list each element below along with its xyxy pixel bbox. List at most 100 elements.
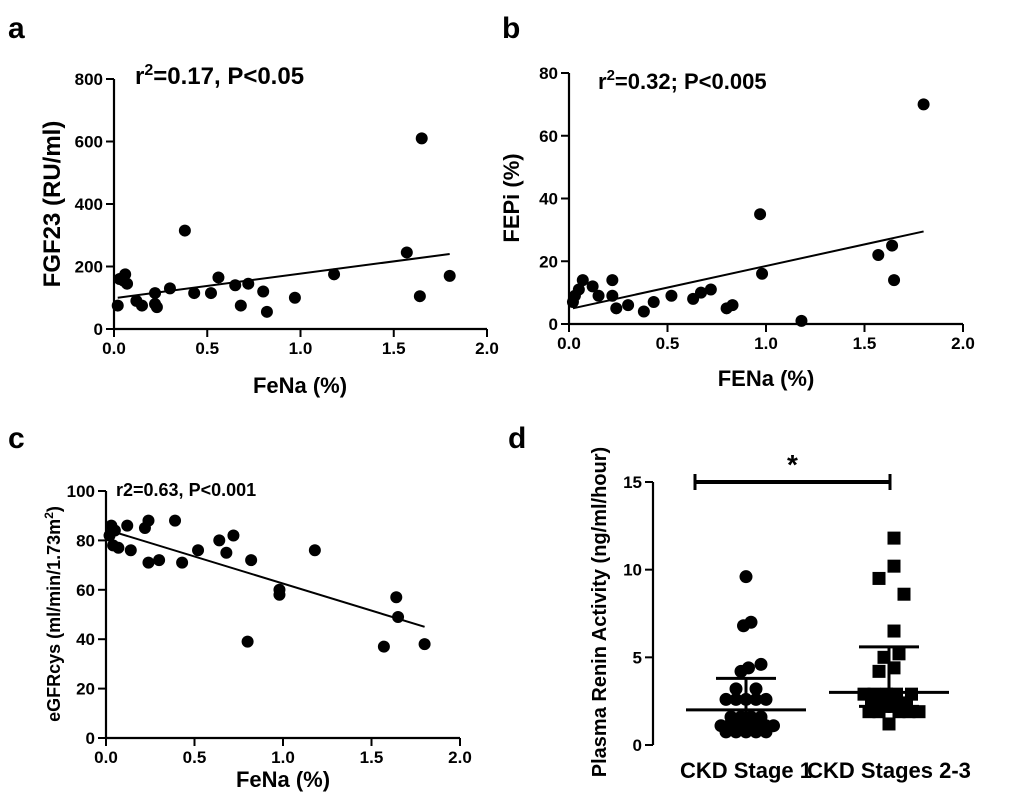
y-tick-label: 5 <box>633 648 642 667</box>
data-point <box>754 710 768 724</box>
data-point <box>888 274 901 287</box>
stat-annotation: r2=0.32; P<0.005 <box>598 67 767 94</box>
data-point <box>163 282 176 295</box>
y-axis-label: Plasma Renin Activity (ng/ml/hour) <box>589 447 611 777</box>
data-point <box>719 692 733 706</box>
panel-d: d Plasma Renin Activity (ng/ml/hour) CKD S… <box>508 422 971 783</box>
panel-label: c <box>8 422 25 455</box>
data-point <box>759 692 773 706</box>
y-axis-label-pre: eGFRcys (ml/min/1.73m <box>44 519 64 722</box>
data-point <box>377 640 390 653</box>
group-ckd-stages-2-3: CKD Stages 2-3 <box>807 531 971 783</box>
y-axis-label: eGFRcys (ml/min/1.73m2) <box>42 506 64 722</box>
data-point <box>724 710 738 724</box>
data-point <box>288 291 301 304</box>
data-point <box>749 692 763 706</box>
data-point <box>242 277 255 290</box>
x-tick-label: 0.0 <box>557 334 581 353</box>
data-point <box>572 283 585 296</box>
data-point <box>392 610 405 623</box>
data-point <box>592 289 605 302</box>
panel-b: b FENa (%) FEPi (%) r2=0.32; P<0.005 <box>499 12 930 391</box>
data-point <box>734 710 748 724</box>
data-point <box>418 638 431 651</box>
y-tick-label: 40 <box>76 630 95 649</box>
y-tick-label: 600 <box>75 133 103 152</box>
y-tick-label: 60 <box>76 581 95 600</box>
x-tick-label: 1.0 <box>271 748 295 767</box>
stat-annotation-post: =0.32; P<0.005 <box>615 69 767 94</box>
stat-annotation-pre: r2=0.63, P<0.001 <box>116 480 256 500</box>
y-axis-label-sup: 2 <box>42 512 56 519</box>
data-point <box>220 546 233 559</box>
y-tick-label: 15 <box>623 473 642 492</box>
x-tick-label: 0.5 <box>656 334 680 353</box>
data-point <box>415 132 428 145</box>
x-tick-label: 1.5 <box>382 339 406 358</box>
stat-annotation-sup: 2 <box>607 67 615 84</box>
data-point <box>872 248 885 261</box>
group-ckd-stage-1: CKD Stage 1 <box>680 570 812 783</box>
y-tick-label: 80 <box>76 531 95 550</box>
x-tick-label: 0.5 <box>183 748 207 767</box>
data-point <box>188 287 201 300</box>
data-point <box>754 657 768 671</box>
y-tick-label: 0 <box>633 736 642 755</box>
data-point <box>135 299 148 312</box>
category-label: CKD Stages 2-3 <box>807 758 971 783</box>
stat-annotation-post: =0.17, P<0.05 <box>153 63 304 90</box>
data-point <box>204 287 217 300</box>
data-point <box>142 514 155 527</box>
x-tick-label: 1.0 <box>289 339 313 358</box>
data-point <box>234 299 247 312</box>
data-point <box>119 268 132 281</box>
data-point <box>149 287 162 300</box>
data-point <box>112 541 125 554</box>
data-point <box>887 624 901 638</box>
data-point <box>739 570 753 584</box>
x-tick-label: 2.0 <box>475 339 499 358</box>
x-tick-label: 1.5 <box>360 748 384 767</box>
data-point <box>912 705 926 719</box>
stat-annotation: r2=0.17, P<0.05 <box>135 62 304 90</box>
data-point <box>742 661 755 675</box>
panel-d-axes: 0 5 10 15 <box>623 473 655 755</box>
data-point <box>872 664 886 678</box>
panel-c: c FeNa (%) eGFRcys (ml/min/1.73m2) r2=0.63,… <box>8 422 431 792</box>
panel-label: b <box>502 12 520 45</box>
y-tick-label: 20 <box>76 680 95 699</box>
data-point <box>390 591 403 604</box>
data-point <box>245 554 258 567</box>
x-axis-label: FeNa (%) <box>253 373 347 398</box>
data-point <box>917 98 930 111</box>
y-tick-label: 0 <box>86 729 95 748</box>
data-point <box>108 524 121 537</box>
data-point <box>227 529 240 542</box>
y-tick-label: 0 <box>549 315 558 334</box>
stat-annotation-sup: 2 <box>144 62 153 79</box>
y-tick-label: 400 <box>75 195 103 214</box>
data-point <box>726 299 739 312</box>
y-tick-label: 40 <box>539 190 558 209</box>
data-point <box>897 587 911 601</box>
data-point <box>729 682 743 696</box>
y-tick-label: 800 <box>75 70 103 89</box>
data-point <box>729 692 743 706</box>
data-point <box>273 588 286 601</box>
y-tick-label: 100 <box>67 482 95 501</box>
x-tick-label: 0.0 <box>94 748 118 767</box>
y-axis-label: FGF23 (RU/ml) <box>39 121 66 288</box>
data-point <box>637 305 650 318</box>
data-point <box>257 285 270 298</box>
data-point <box>213 534 226 547</box>
data-point <box>749 682 763 696</box>
data-point <box>892 647 906 661</box>
data-point <box>882 717 896 731</box>
data-point <box>744 710 758 724</box>
data-point <box>647 296 660 309</box>
data-point <box>744 615 758 629</box>
data-point <box>756 267 769 280</box>
data-point <box>877 650 891 664</box>
data-point <box>142 556 155 569</box>
